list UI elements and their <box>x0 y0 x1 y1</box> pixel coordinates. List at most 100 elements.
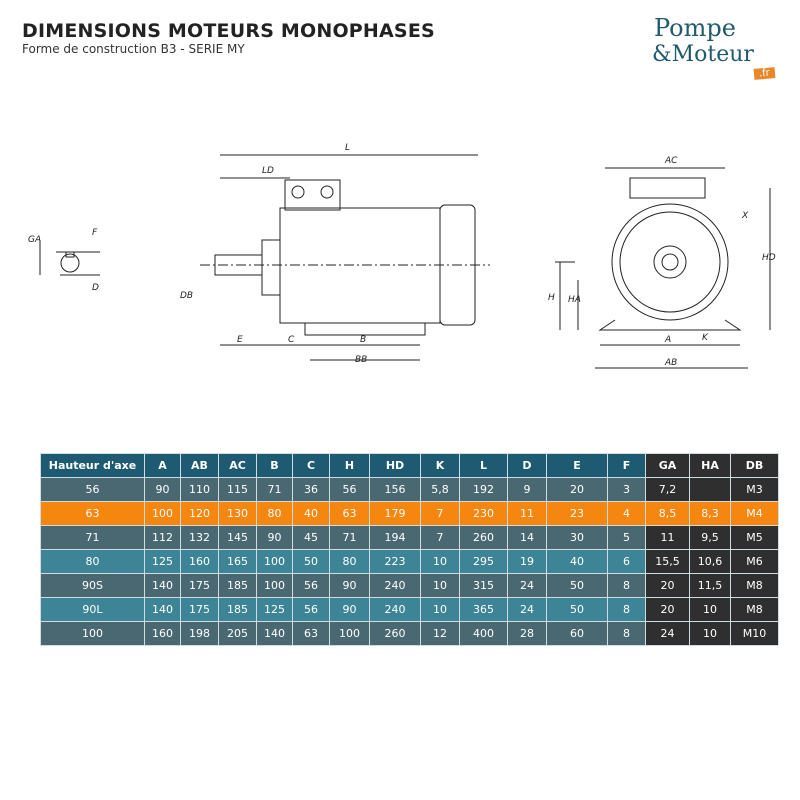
table-cell: 7 <box>420 525 460 550</box>
table-cell: M8 <box>730 597 779 622</box>
table-cell: 80 <box>256 501 293 526</box>
table-cell: 100 <box>256 573 293 598</box>
table-cell: 8,3 <box>689 501 731 526</box>
table-row: 90S 140 175 185 100 56 90 240 10 315 24 50 8 20 11,5 M8 <box>40 573 779 598</box>
table-cell: 50 <box>292 549 330 574</box>
column-header: K <box>420 453 460 478</box>
table-cell: 71 <box>40 525 145 550</box>
column-header: E <box>546 453 608 478</box>
table-cell: 192 <box>459 477 508 502</box>
column-header: GA <box>645 453 690 478</box>
drawing-stroke <box>60 253 80 273</box>
table-row: 63 100 120 130 80 40 63 179 7 230 11 23 4 8,5 8,3 M4 <box>40 501 779 526</box>
table-cell: 71 <box>256 477 293 502</box>
dimensions-table: Hauteur d'axe A AB AC B C H HD K L D E F GA HA DB 56 90 1… <box>40 453 779 646</box>
motor-drawings: GA F D L LD DB E C B BB AC X HD H HA A K… <box>28 143 776 369</box>
table-cell: 90S <box>40 573 145 598</box>
table-cell: 260 <box>369 621 421 646</box>
table-cell: 125 <box>144 549 181 574</box>
table-cell: M10 <box>730 621 779 646</box>
table-cell: 140 <box>144 573 181 598</box>
column-header: D <box>507 453 547 478</box>
table-cell: 56 <box>292 573 330 598</box>
table-cell: 100 <box>40 621 145 646</box>
label-bb: BB <box>355 355 367 365</box>
column-header: DB <box>730 453 779 478</box>
table-cell: 90 <box>329 573 370 598</box>
table-cell: 230 <box>459 501 508 526</box>
label-k: K <box>702 333 709 343</box>
drawing-stroke <box>611 203 729 321</box>
table-cell: 36 <box>292 477 330 502</box>
table-cell: 3 <box>607 477 646 502</box>
table-cell: 205 <box>218 621 257 646</box>
label-f: F <box>92 228 98 238</box>
table-cell: M4 <box>730 501 779 526</box>
table-row: 56 90 110 115 71 36 56 156 5,8 192 9 20 3 7,2 M3 <box>40 477 779 502</box>
table-cell: 223 <box>369 549 421 574</box>
table-cell: 10 <box>420 597 460 622</box>
table-row: 80 125 160 165 100 50 80 223 10 295 19 40 6 15,5 10,6 M… <box>40 549 779 574</box>
table-cell: 24 <box>507 597 547 622</box>
table-cell: 14 <box>507 525 547 550</box>
table-cell: 19 <box>507 549 547 574</box>
table-cell: 7,2 <box>645 477 690 502</box>
table-cell: 50 <box>546 597 608 622</box>
table-cell: 8 <box>607 573 646 598</box>
drawing-stroke <box>629 177 706 199</box>
table-cell: 100 <box>329 621 370 646</box>
table-cell: 110 <box>180 477 219 502</box>
table-cell: 240 <box>369 573 421 598</box>
label-l: L <box>345 143 350 153</box>
table-cell: 132 <box>180 525 219 550</box>
label-ab: AB <box>664 358 677 368</box>
front-view-drawing: AC X HD H HA A K AB <box>548 156 776 369</box>
table-cell: 140 <box>256 621 293 646</box>
table-cell: 240 <box>369 597 421 622</box>
table-cell: 63 <box>329 501 370 526</box>
table-cell: 160 <box>144 621 181 646</box>
label-b: B <box>360 335 366 345</box>
column-header: A <box>144 453 181 478</box>
table-cell: 56 <box>40 477 145 502</box>
table-cell: 24 <box>507 573 547 598</box>
table-cell: 90 <box>329 597 370 622</box>
table-cell: 10 <box>689 597 731 622</box>
table-cell: 56 <box>329 477 370 502</box>
table-cell: 120 <box>180 501 219 526</box>
table-cell: 140 <box>144 597 181 622</box>
label-d: D <box>92 283 99 293</box>
table-cell: 5 <box>607 525 646 550</box>
logo: Pompe &Moteur .fr <box>652 14 792 84</box>
table-cell: 45 <box>292 525 330 550</box>
table-cell: 179 <box>369 501 421 526</box>
logo-line1: Pompe <box>654 14 736 42</box>
column-header: B <box>256 453 293 478</box>
table-cell: 20 <box>546 477 608 502</box>
table-cell: 50 <box>546 573 608 598</box>
label-ha: HA <box>568 295 581 305</box>
table-cell: 315 <box>459 573 508 598</box>
drawing-stroke <box>291 185 305 199</box>
table-cell: 6 <box>607 549 646 574</box>
table-cell: 20 <box>645 597 690 622</box>
column-header: HD <box>369 453 421 478</box>
table-cell: 260 <box>459 525 508 550</box>
table-cell: 100 <box>144 501 181 526</box>
table-cell: 145 <box>218 525 257 550</box>
table-cell: 9 <box>507 477 547 502</box>
table-cell: 175 <box>180 573 219 598</box>
table-cell: 80 <box>40 549 145 574</box>
table-cell: 4 <box>607 501 646 526</box>
label-db: DB <box>180 291 193 301</box>
table-row: 90L 140 175 185 125 56 90 240 10 365 24 50 8 20 10 M8 <box>40 597 779 622</box>
label-hd: HD <box>762 253 776 263</box>
table-cell: 185 <box>218 573 257 598</box>
table-cell: 40 <box>292 501 330 526</box>
table-cell: 12 <box>420 621 460 646</box>
table-cell: 63 <box>40 501 145 526</box>
label-c: C <box>288 335 295 345</box>
table-cell: 185 <box>218 597 257 622</box>
drawing-stroke <box>320 185 334 199</box>
page-title: DIMENSIONS MOTEURS MONOPHASES <box>22 20 435 42</box>
